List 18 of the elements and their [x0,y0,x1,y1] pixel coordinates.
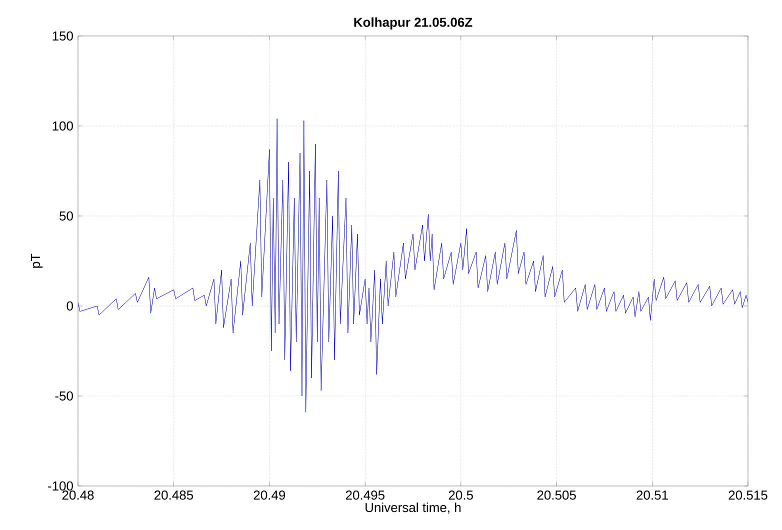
x-axis-title: Universal time, h [366,502,461,514]
line-series [78,118,748,412]
x-tick-label: 20.49 [254,490,286,500]
x-tick-label: 20.5 [448,490,473,500]
y-tick-label: -50 [55,391,73,401]
y-tick-label: -100 [48,481,73,491]
x-tick-label: 20.495 [346,490,384,500]
y-tick-label: 0 [66,301,73,311]
x-tick-label: 20.48 [62,490,94,500]
y-tick-label: 100 [52,121,73,131]
chart-title: Kolhapur 21.05.06Z [354,17,472,30]
y-axis-title: pT [30,254,43,268]
x-tick-label: 20.515 [728,490,768,500]
y-tick-label: 150 [52,31,73,41]
x-tick-label: 20.51 [636,490,668,500]
y-tick-label: 50 [60,211,73,221]
x-tick-label: 20.485 [154,490,194,500]
x-tick-label: 20.505 [537,490,576,500]
